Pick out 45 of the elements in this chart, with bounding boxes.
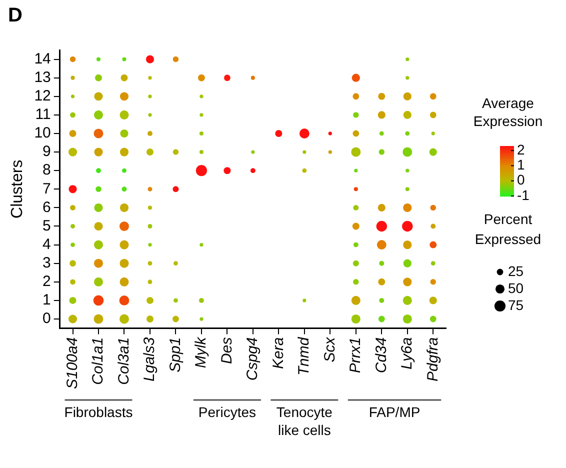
y-tick-label: 9 (42, 143, 51, 160)
x-tick-label: Prrx1 (347, 337, 364, 374)
x-tick-label: Scx (321, 336, 338, 362)
y-tick-label: 2 (42, 273, 51, 290)
color-bar-label: 2 (517, 141, 525, 158)
legend-label: 50 (508, 280, 524, 296)
legend-label: 25 (508, 262, 524, 279)
y-tick-label: 11 (35, 106, 51, 124)
y-tick-label: 14 (34, 50, 51, 68)
x-tick-label: Tnmd (296, 336, 313, 376)
y-tick-label: 8 (42, 162, 51, 179)
y-tick-label: 1 (42, 292, 51, 309)
x-tick-label: Kera (270, 337, 287, 369)
x-tick-label: Col3a1 (115, 337, 132, 385)
x-tick-label: Mylk (192, 336, 210, 368)
chart-title: D (8, 4, 22, 27)
y-tick-label: 7 (42, 180, 51, 198)
color-bar-label: 0 (517, 172, 525, 188)
y-tick-label: 4 (42, 236, 51, 253)
y-tick-label: 0 (42, 310, 51, 328)
text: Pericytes (198, 404, 256, 420)
y-tick-label: 13 (34, 68, 51, 86)
y-tick-label: 5 (42, 217, 51, 234)
y-tick-label: 10 (34, 124, 51, 142)
x-tick-label: Cd34 (372, 337, 390, 374)
color-bar-title: Average Expression (473, 95, 543, 129)
color-bar-label: -1 (517, 186, 530, 203)
x-tick-label: Lgals3 (141, 336, 158, 382)
x-tick-label: S100a4 (64, 337, 81, 389)
x-tick-label: Col1a1 (90, 337, 107, 385)
color-bar-label: 1 (517, 156, 525, 173)
y-tick-label: 3 (42, 254, 51, 272)
x-tick-label: Des (218, 336, 236, 364)
x-tick-label: Cspg4 (244, 337, 262, 381)
x-tick-label: Pdgfra (424, 337, 442, 382)
x-tick-label: Ly6a (398, 337, 416, 370)
text: Tenocyte like cells (276, 404, 333, 438)
y-tick-label: 6 (42, 198, 51, 216)
text: Fibroblasts (64, 404, 133, 420)
y-tick-label: 12 (34, 88, 51, 105)
legend-label: 75 (508, 296, 524, 313)
y-axis-title: Clusters (9, 160, 26, 218)
text: FAP/MP (368, 404, 420, 420)
x-tick-label: Spp1 (166, 337, 184, 372)
text: Percent Expressed (474, 211, 542, 247)
